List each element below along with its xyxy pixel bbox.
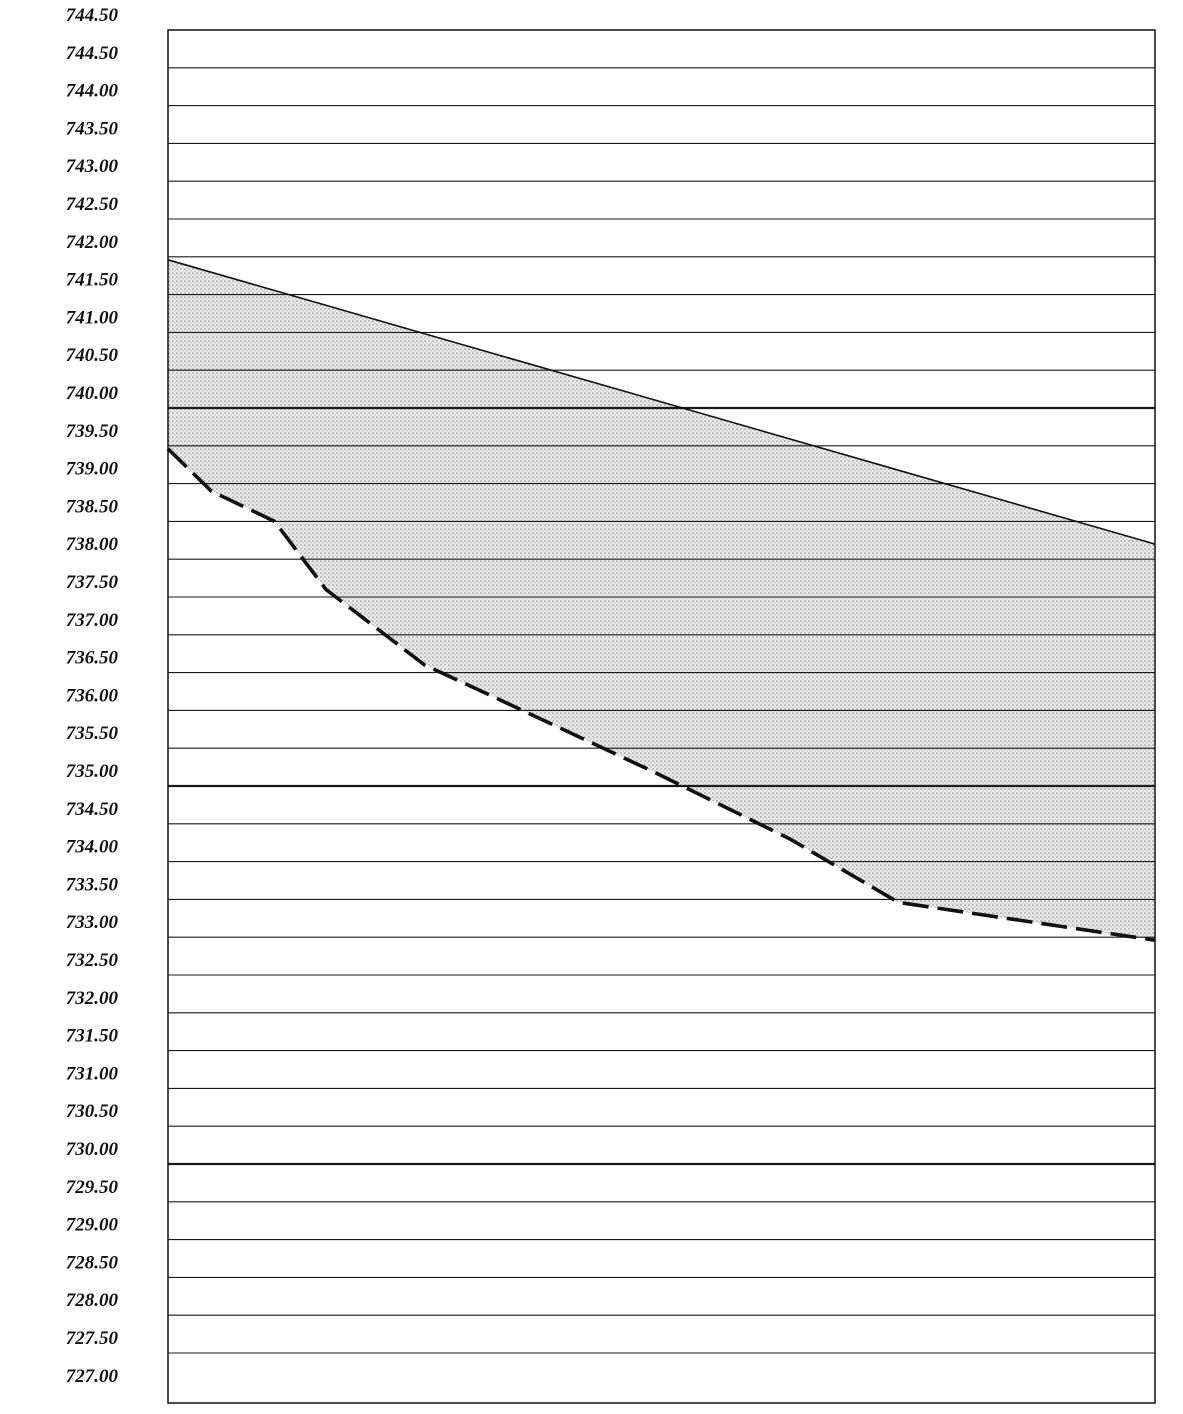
y-tick-label: 735.00	[66, 761, 119, 782]
y-tick-label: 742.00	[66, 232, 119, 253]
y-tick-label: 729.00	[66, 1215, 119, 1236]
dashed-series-line	[166, 447, 1156, 942]
y-tick-label: 739.00	[66, 459, 119, 480]
y-tick-label: 737.50	[66, 572, 119, 593]
y-tick-label: 735.50	[66, 723, 119, 744]
y-tick-label: 744.00	[66, 81, 119, 102]
y-tick-label: 740.00	[66, 383, 119, 404]
y-tick-label: 731.00	[66, 1063, 119, 1084]
y-tick-label: 733.50	[66, 874, 119, 895]
series-lines	[166, 259, 1156, 942]
y-tick-label: 744.50	[66, 43, 119, 64]
y-tick-label: 736.00	[66, 685, 119, 706]
y-tick-label: 738.50	[66, 496, 119, 517]
y-tick-label: 741.50	[66, 270, 119, 291]
y-tick-label: 730.50	[66, 1101, 119, 1122]
y-tick-label: 741.00	[66, 307, 119, 328]
y-tick-label: 743.50	[66, 118, 119, 139]
solid-series-line	[167, 259, 1156, 545]
y-tick-label: 740.50	[66, 345, 119, 366]
y-tick-label: 742.50	[66, 194, 119, 215]
y-tick-label: 728.50	[66, 1252, 119, 1273]
plot-frame	[167, 29, 1156, 1404]
y-tick-label: 728.00	[66, 1290, 119, 1311]
y-tick-label: 734.50	[66, 799, 119, 820]
y-tick-label: 732.00	[66, 988, 119, 1009]
y-axis-ticks: 744.50 744.50 744.00 743.50 743.00 742.50 742.…	[66, 5, 119, 1387]
y-tick-label: 744.50	[66, 5, 119, 26]
y-tick-label: 736.50	[66, 648, 119, 669]
y-tick-label: 727.50	[66, 1328, 119, 1349]
y-tick-label: 732.50	[66, 950, 119, 971]
gridlines	[168, 67, 1155, 1354]
shaded-area-layer	[168, 259, 1155, 941]
shaded-region	[168, 259, 1155, 941]
y-tick-label: 734.00	[66, 837, 119, 858]
y-tick-label: 727.00	[66, 1366, 119, 1387]
y-tick-label: 739.50	[66, 421, 119, 442]
y-tick-label: 730.00	[66, 1139, 119, 1160]
y-tick-label: 731.50	[66, 1026, 119, 1047]
y-tick-label: 737.00	[66, 610, 119, 631]
y-tick-label: 743.00	[66, 156, 119, 177]
y-tick-label: 738.00	[66, 534, 119, 555]
y-tick-label: 733.00	[66, 912, 119, 933]
y-tick-label: 729.50	[66, 1177, 119, 1198]
